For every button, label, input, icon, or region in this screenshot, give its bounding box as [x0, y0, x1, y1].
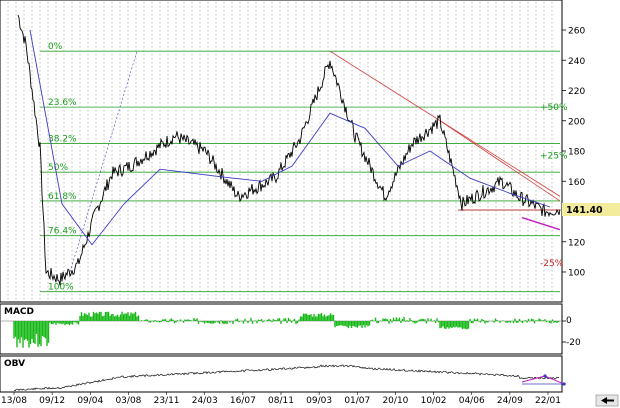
obv-line [13, 364, 566, 392]
obv-point [543, 374, 547, 378]
moving-average-line [29, 29, 551, 246]
macd-label: MACD [4, 307, 34, 317]
price-tick-label: 220 [568, 87, 585, 97]
price-tick-label: 260 [568, 27, 585, 37]
date-label: 09/03 [306, 396, 332, 406]
fib-label: 0% [48, 42, 63, 52]
date-label: 09/04 [77, 396, 103, 406]
price-tick-label: 200 [568, 117, 585, 127]
price-series [17, 14, 561, 286]
fib-label: 23.6% [48, 98, 77, 108]
obv-label: OBV [4, 359, 25, 369]
price-tick-label: 240 [568, 57, 585, 67]
price-tick-label: 160 [568, 178, 585, 188]
obv-panel [0, 355, 563, 393]
date-label: 13/08 [1, 396, 27, 406]
macd-panel [0, 303, 563, 355]
fibonacci-levels: 0% 23.6% 38.2% 50% 61.8% 76.4% 100% +50% +25% -25… [40, 42, 568, 293]
vertical-grid [7, 2, 553, 300]
price-panel [0, 0, 563, 303]
date-label: 08/11 [268, 396, 294, 406]
fib-label: 61.8% [48, 192, 77, 202]
price-tick-label: 120 [568, 238, 585, 248]
fib-label: 38.2% [48, 134, 77, 144]
date-label: 10/02 [421, 396, 447, 406]
last-price-box [562, 203, 620, 216]
target-label: -25% [540, 259, 564, 269]
price-tick-label: 100 [568, 269, 585, 279]
wedge-line [521, 216, 561, 231]
macd-tick-neg20: -20 [566, 338, 581, 348]
date-axis: 13/08 09/12 09/04 03/08 23/11 24/03 16/07 08/11… [1, 392, 561, 406]
date-label: 20/10 [382, 396, 408, 406]
obv-series [13, 364, 560, 392]
date-label: 01/07 [344, 396, 370, 406]
macd-tick-0: 0 [566, 316, 572, 326]
fib-label: 76.4% [48, 227, 77, 237]
price-tick-label: 180 [568, 148, 585, 158]
moving-average [29, 29, 551, 246]
date-label: 09/12 [39, 396, 65, 406]
last-price-label: 141.40 [566, 205, 603, 216]
macd-histogram [1, 311, 566, 348]
date-label: 24/03 [192, 396, 218, 406]
date-label: 04/06 [459, 396, 485, 406]
obv-point [562, 382, 566, 386]
date-label: 23/11 [154, 396, 180, 406]
date-label: 16/07 [230, 396, 256, 406]
fib-label: 100% [48, 283, 74, 293]
date-label: 03/08 [115, 396, 141, 406]
projection-line [69, 51, 138, 273]
price-line [17, 14, 561, 286]
target-label: +50% [540, 103, 568, 113]
date-label: 22/01 [535, 396, 561, 406]
date-label: 24/09 [497, 396, 523, 406]
scroll-left-arrow-icon[interactable] [595, 394, 619, 407]
downtrend-line [439, 120, 561, 202]
target-label: +25% [540, 152, 568, 162]
fib-label: 50% [48, 163, 68, 173]
